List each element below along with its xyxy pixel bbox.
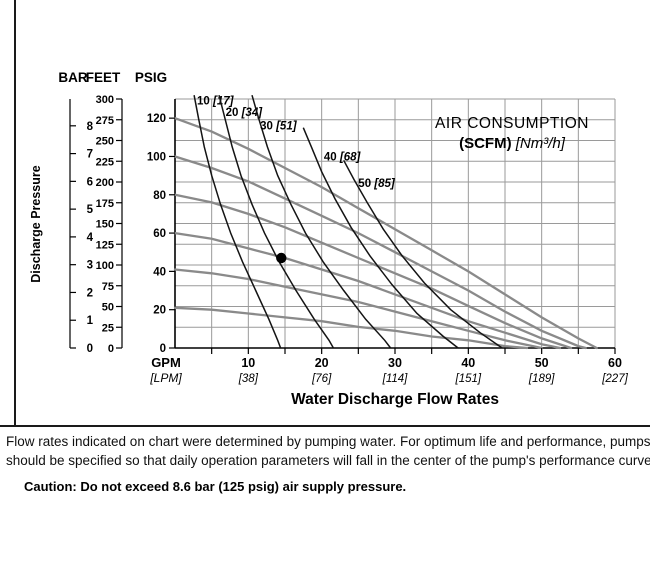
lpm-tick-label: [227] <box>601 373 628 385</box>
footnote-line-2: should be specified so that daily operat… <box>6 453 650 468</box>
bar-tick-label: 4 <box>87 232 94 244</box>
y-axis-title: Discharge Pressure <box>29 165 43 282</box>
feet-tick-label: 125 <box>96 239 114 251</box>
bar-tick-label: 2 <box>87 288 93 300</box>
gpm-tick-label: 30 <box>388 356 402 370</box>
chart-title: AIR CONSUMPTION <box>435 115 589 132</box>
frame-bottom-rule <box>0 425 650 427</box>
feet-tick-label: 225 <box>96 156 114 168</box>
y-axis-header-feet: FEET <box>86 70 121 85</box>
air-curve-label-50: 50 [85] <box>358 178 396 190</box>
lpm-tick-label: [76] <box>311 373 332 385</box>
feet-tick-label: 100 <box>96 260 114 272</box>
chart-area: 10 [17] 20 [34] 30 [51] 40 [68] 50 [85] 0 1 2 3 4… <box>29 70 629 408</box>
lpm-tick-label: [38] <box>238 373 259 385</box>
performance-curve-120 <box>173 117 598 350</box>
footnote-line-1: Flow rates indicated on chart were deter… <box>6 434 650 449</box>
bar-tick-label: 8 <box>87 121 94 133</box>
x-unit-label: GPM <box>151 355 181 370</box>
lpm-tick-label: [114] <box>382 373 409 385</box>
psig-tick-label: 0 <box>160 343 166 355</box>
bar-tick-label: 1 <box>87 315 94 327</box>
gpm-tick-label: 20 <box>315 356 329 370</box>
air-curve-50 <box>343 159 503 349</box>
feet-tick-label: 300 <box>96 94 114 106</box>
feet-tick-label: 175 <box>96 198 114 210</box>
psig-tick-label: 60 <box>153 228 166 240</box>
footnote-text: Flow rates indicated on chart were deter… <box>6 432 650 470</box>
bar-tick-label: 0 <box>87 343 93 355</box>
air-curve-label-30: 30 [51] <box>260 121 298 133</box>
air-curve-label-10: 10 [17] <box>197 96 235 108</box>
psig-tick-label: 120 <box>147 113 166 125</box>
psig-tick-label: 20 <box>153 305 166 317</box>
bar-tick-label: 7 <box>87 149 93 161</box>
y-axis-header-bar: BAR <box>58 70 87 85</box>
gpm-tick-label: 10 <box>241 356 255 370</box>
gridlines <box>175 98 616 348</box>
performance-curve-20 <box>173 306 529 350</box>
air-curve-10 <box>193 95 282 349</box>
performance-curve-40 <box>173 268 543 350</box>
air-curve-label-40: 40 [68] <box>324 151 362 163</box>
lpm-tick-label: [151] <box>455 373 482 385</box>
chart-subtitle: (SCFM) [Nm³/h] <box>459 135 566 152</box>
air-curve-30 <box>251 94 392 349</box>
feet-tick-label: 275 <box>96 115 114 127</box>
lpm-tick-label: [189] <box>528 373 555 385</box>
bar-tick-label: 5 <box>87 204 94 216</box>
feet-tick-label: 0 <box>108 343 114 355</box>
frame-left-rule <box>14 0 16 426</box>
bar-tick-label: 3 <box>87 260 93 272</box>
gpm-tick-label: 40 <box>461 356 475 370</box>
psig-tick-label: 100 <box>147 152 166 164</box>
gpm-tick-label: 60 <box>608 356 622 370</box>
gpm-tick-label: 50 <box>535 356 549 370</box>
caution-text: Caution: Do not exceed 8.6 bar (125 psig… <box>24 479 407 494</box>
air-curve-20 <box>218 95 335 349</box>
x-axis-title: Water Discharge Flow Rates <box>291 391 499 408</box>
operating-point-marker <box>276 252 287 264</box>
psig-tick-label: 40 <box>153 266 166 278</box>
feet-tick-label: 150 <box>96 219 114 231</box>
performance-chart: 10 [17]20 [34]30 [51]40 [68]50 [85]01234… <box>29 70 629 408</box>
feet-tick-label: 75 <box>102 281 114 293</box>
feet-tick-label: 25 <box>102 322 114 334</box>
performance-curve-100 <box>173 155 587 350</box>
bar-tick-label: 6 <box>87 176 93 188</box>
performance-curve-60 <box>173 231 562 350</box>
psig-tick-label: 80 <box>153 190 166 202</box>
feet-tick-label: 50 <box>102 302 114 314</box>
x-alt-unit-label: [LPM] <box>149 371 182 385</box>
air-curve-40 <box>302 127 459 349</box>
y-axis-header-psig: PSIG <box>135 70 167 85</box>
feet-tick-label: 250 <box>96 136 114 148</box>
feet-tick-label: 200 <box>96 177 114 189</box>
